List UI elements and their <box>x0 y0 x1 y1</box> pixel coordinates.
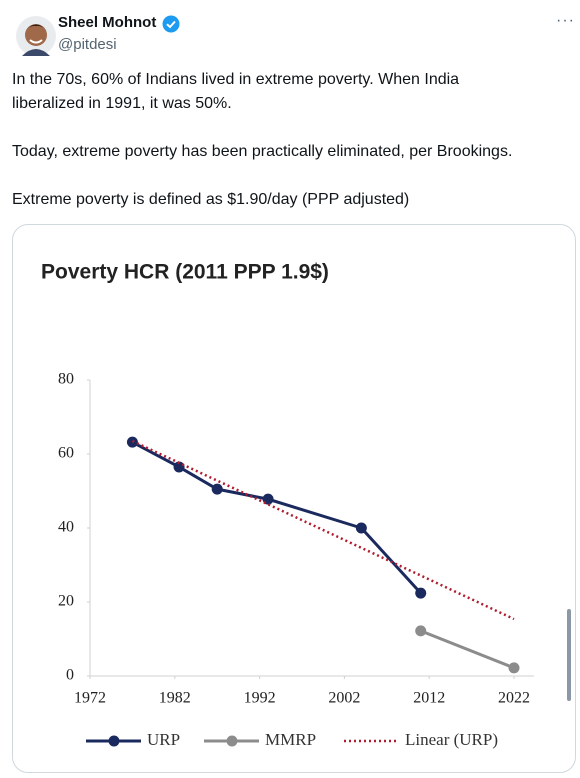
tweet-text: Today, extreme poverty has been practica… <box>12 143 513 160</box>
y-tick-label: 60 <box>58 445 74 462</box>
legend-marker <box>226 735 238 747</box>
y-tick-label: 80 <box>58 371 74 388</box>
x-tick-label: 1972 <box>74 690 106 707</box>
trend-line <box>131 439 515 621</box>
chart-title: Poverty HCR (2011 PPP 1.9$) <box>41 261 329 284</box>
data-point <box>355 522 367 534</box>
data-point <box>211 483 223 495</box>
legend-label: Linear (URP) <box>405 730 498 749</box>
verified-badge <box>162 15 180 33</box>
y-tick-label: 20 <box>58 593 74 610</box>
x-tick-label: 2012 <box>413 690 445 707</box>
y-tick-label: 40 <box>58 519 74 536</box>
data-point <box>508 662 520 674</box>
tweet-text: In the 70s, 60% of Indians lived in extr… <box>12 71 460 112</box>
media-card[interactable]: Poverty HCR (2011 PPP 1.9$) 0 20 40 60 80 197… <box>12 224 576 773</box>
chart: Poverty HCR (2011 PPP 1.9$) 0 20 40 60 80 197… <box>41 261 571 749</box>
avatar[interactable] <box>16 16 56 56</box>
author-handle[interactable]: @pitdesi <box>58 36 117 53</box>
series-line <box>131 440 422 595</box>
legend-marker <box>108 735 120 747</box>
series-line <box>420 629 515 670</box>
x-tick-label: 1992 <box>244 690 276 707</box>
x-tick-label: 2002 <box>328 690 360 707</box>
scrollbar[interactable] <box>567 609 571 701</box>
more-button[interactable]: ··· <box>556 12 575 29</box>
data-point <box>415 625 427 637</box>
y-tick-label: 0 <box>66 667 74 684</box>
data-point <box>415 587 427 599</box>
legend-label: MMRP <box>265 730 316 749</box>
x-tick-label: 2022 <box>498 690 530 707</box>
author-name[interactable]: Sheel Mohnot <box>58 14 157 31</box>
tweet-text: Extreme poverty is defined as $1.90/day … <box>12 191 410 208</box>
legend-label: URP <box>147 730 180 749</box>
x-tick-label: 1982 <box>159 690 191 707</box>
data-point <box>173 461 185 473</box>
